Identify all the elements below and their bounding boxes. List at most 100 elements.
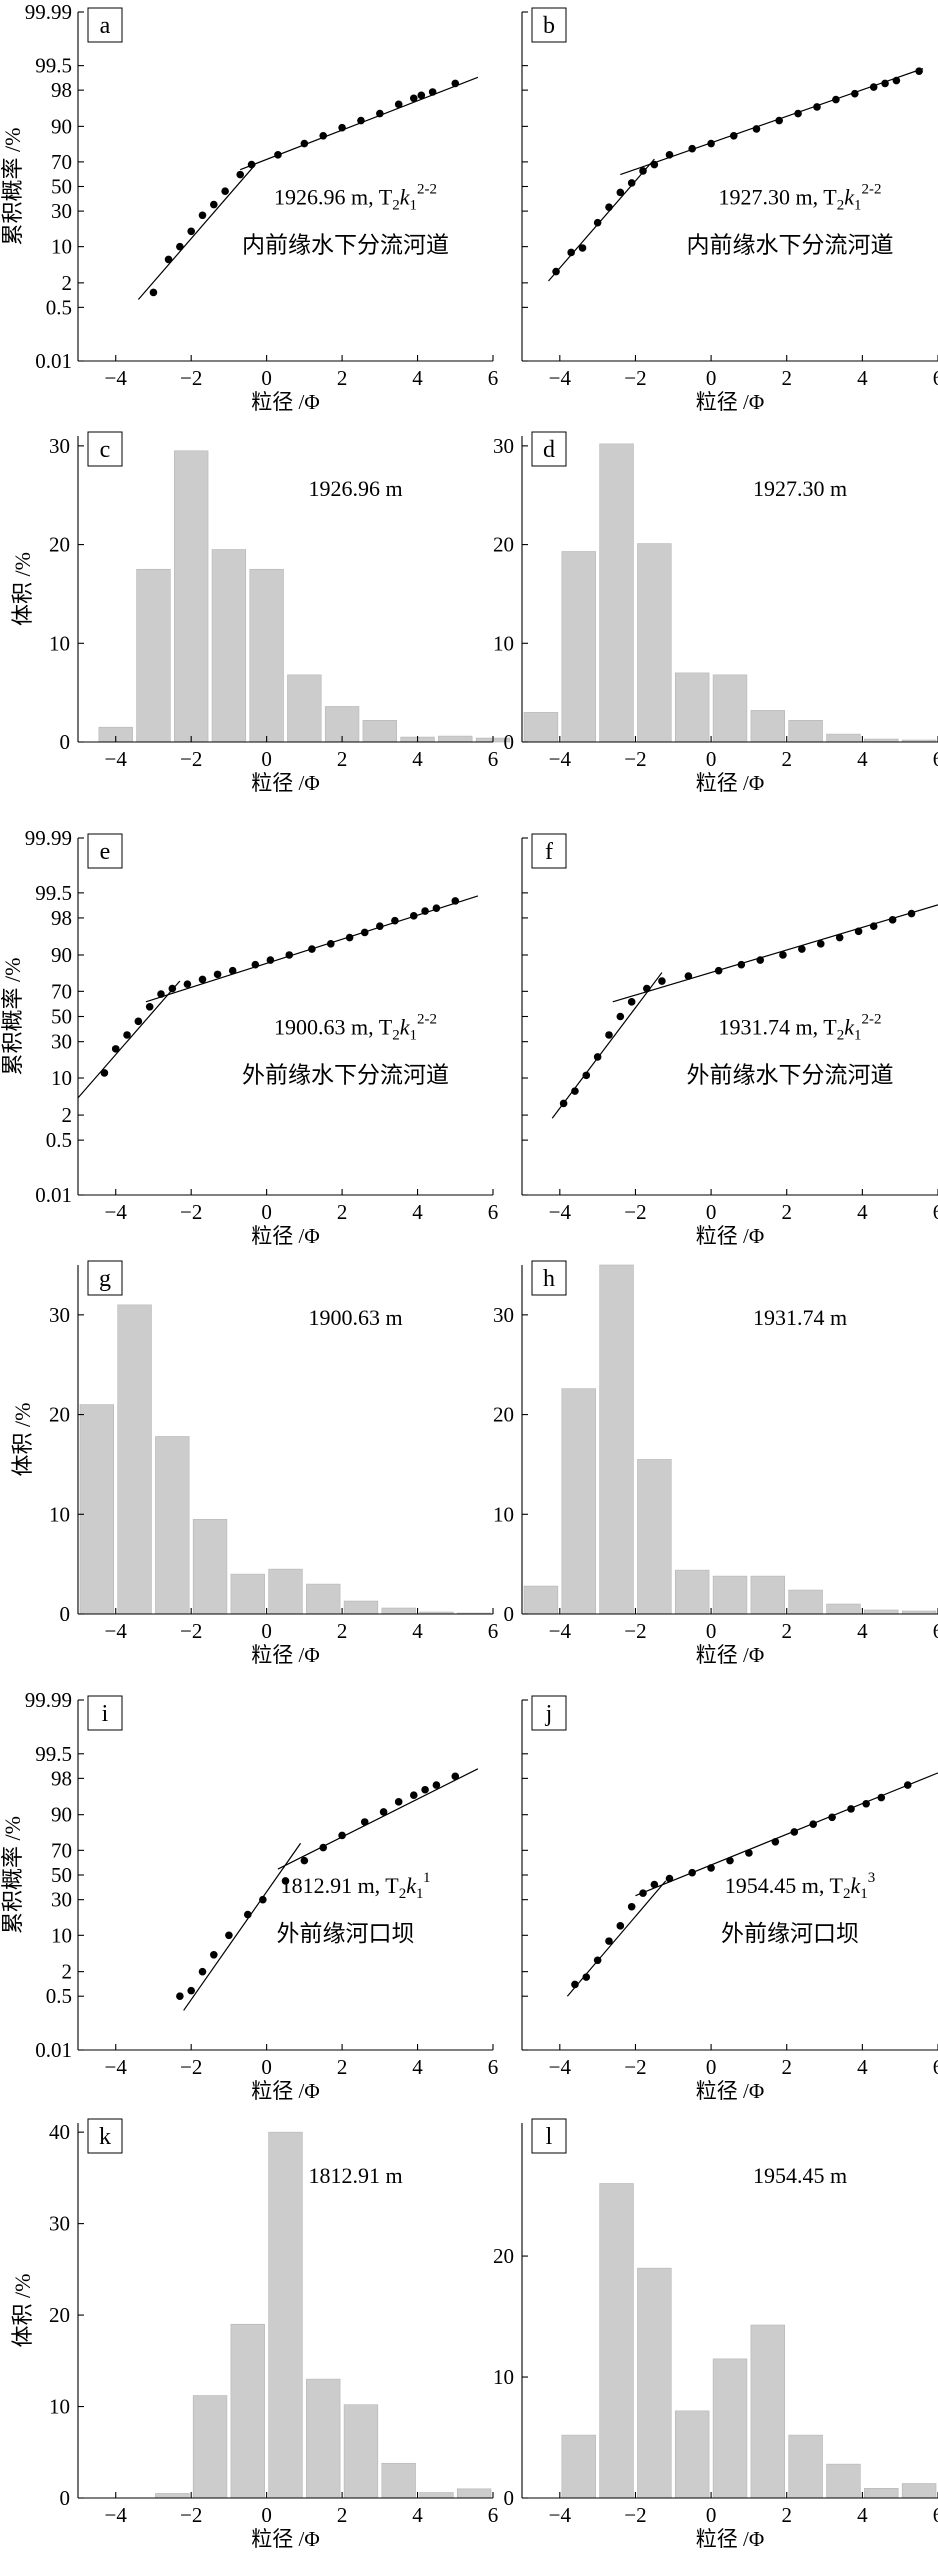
data-point bbox=[376, 922, 384, 931]
data-point bbox=[854, 927, 863, 936]
data-point bbox=[187, 1986, 195, 1995]
histogram-bar bbox=[136, 568, 171, 743]
x-tick-label: 0 bbox=[261, 747, 272, 771]
x-axis-title: 粒径 /Φ bbox=[696, 1643, 764, 1667]
sample-depth-label: 1931.74 m bbox=[753, 1305, 847, 1330]
data-point bbox=[236, 170, 245, 179]
histogram-bar bbox=[637, 1459, 672, 1615]
data-point bbox=[578, 244, 587, 252]
data-point bbox=[582, 1071, 591, 1080]
panel-label-box bbox=[531, 2118, 567, 2154]
panel-label-box bbox=[531, 833, 567, 869]
y-tick-label: 98 bbox=[51, 1766, 72, 1790]
data-point bbox=[745, 1849, 753, 1857]
data-point bbox=[198, 211, 207, 220]
data-point bbox=[308, 945, 316, 953]
fit-line bbox=[277, 1768, 479, 1870]
data-point bbox=[650, 1880, 659, 1889]
facies-label: 外前缘河口坝 bbox=[277, 1921, 415, 1946]
histogram-bar bbox=[599, 1264, 634, 1615]
histogram-bar bbox=[864, 1609, 899, 1615]
data-point bbox=[432, 904, 441, 912]
panel-label-box bbox=[87, 1695, 123, 1731]
facies-label: 内前缘水下分流河道 bbox=[687, 233, 894, 258]
data-point bbox=[714, 966, 723, 975]
panel-label: e bbox=[100, 839, 111, 865]
histogram-bar bbox=[674, 1569, 710, 1615]
histogram-bar bbox=[155, 2493, 190, 2499]
sample-depth-label: 1954.45 m bbox=[753, 2163, 847, 2188]
data-point bbox=[616, 1012, 625, 1021]
y-tick-label: 30 bbox=[49, 434, 70, 458]
data-point bbox=[771, 1837, 780, 1846]
x-tick-label: 6 bbox=[488, 2503, 499, 2527]
x-tick-label: −2 bbox=[180, 2503, 202, 2527]
x-tick-label: 2 bbox=[337, 1619, 348, 1643]
panel-j: −4 −2 0 2 4 6 粒径 /Φ j 1954.45 m, T2k13 外前缘河口坝 bbox=[521, 1695, 938, 2103]
data-point bbox=[111, 1045, 120, 1053]
x-tick-label: 0 bbox=[706, 1200, 717, 1224]
y-tick-label: 99.99 bbox=[25, 0, 72, 24]
y-tick-label: 50 bbox=[51, 175, 72, 199]
y-tick-label: 20 bbox=[493, 1403, 514, 1427]
histogram-bar bbox=[599, 443, 634, 743]
histogram-bar bbox=[826, 2463, 861, 2499]
histogram-bar bbox=[561, 2434, 596, 2499]
x-tick-label: 4 bbox=[857, 2055, 868, 2079]
data-point bbox=[752, 125, 761, 133]
panel-label-box bbox=[87, 833, 123, 869]
y-tick-label: 99.99 bbox=[25, 1688, 72, 1712]
histogram-bar bbox=[599, 2183, 634, 2499]
data-point bbox=[688, 1868, 696, 1877]
data-point bbox=[571, 1087, 579, 1095]
y-axis-title: 体积 /% bbox=[10, 552, 35, 626]
y-tick-label: 0 bbox=[60, 1602, 71, 1626]
panel-i: −4 −2 0 2 4 6粒径 /Φ0.010.5210305070909899.599.… bbox=[0, 1688, 498, 2103]
x-tick-label: −4 bbox=[105, 1619, 128, 1643]
data-point bbox=[658, 977, 666, 985]
histogram-bar bbox=[381, 2462, 416, 2499]
data-point bbox=[326, 940, 335, 948]
x-axis-title: 粒径 /Φ bbox=[696, 1224, 764, 1248]
y-tick-label: 0 bbox=[504, 2486, 515, 2510]
y-tick-label: 98 bbox=[51, 906, 72, 930]
x-tick-label: −4 bbox=[549, 1619, 572, 1643]
data-point bbox=[907, 909, 916, 918]
facies-label: 外前缘河口坝 bbox=[721, 1921, 859, 1946]
x-tick-label: −2 bbox=[624, 1619, 646, 1643]
x-axis-title: 粒径 /Φ bbox=[696, 390, 764, 414]
histogram-bar bbox=[456, 2488, 492, 2499]
histogram-bar bbox=[750, 1575, 786, 1615]
x-tick-label: 6 bbox=[933, 366, 938, 390]
facies-label: 外前缘水下分流河道 bbox=[687, 1063, 894, 1088]
panel-label-box bbox=[87, 1260, 123, 1296]
facies-label: 内前缘水下分流河道 bbox=[242, 233, 449, 258]
x-tick-label: 2 bbox=[781, 2055, 792, 2079]
data-point bbox=[605, 1937, 613, 1945]
histogram-bar bbox=[249, 568, 284, 743]
fit-line bbox=[183, 1842, 302, 2011]
y-tick-label: 90 bbox=[51, 114, 72, 138]
data-point bbox=[145, 1003, 154, 1011]
histogram-bar bbox=[712, 1575, 748, 1615]
data-point bbox=[198, 1967, 207, 1976]
y-tick-label: 0.5 bbox=[46, 1128, 72, 1152]
fit-line bbox=[635, 1772, 938, 1897]
x-tick-label: −2 bbox=[624, 366, 646, 390]
sample-depth-label: 1812.91 m bbox=[308, 2163, 402, 2188]
y-tick-label: 2 bbox=[62, 1960, 73, 1984]
data-point bbox=[421, 1785, 429, 1794]
panel-label: k bbox=[99, 2124, 111, 2150]
data-point bbox=[176, 1992, 184, 2001]
histogram-bar bbox=[79, 1404, 115, 1615]
x-tick-label: 4 bbox=[857, 366, 868, 390]
histogram-bar bbox=[438, 735, 473, 743]
data-point bbox=[164, 255, 173, 264]
data-point bbox=[582, 1973, 591, 1981]
data-point bbox=[225, 1931, 233, 1940]
y-tick-label: 99.99 bbox=[25, 826, 72, 850]
data-point bbox=[338, 1831, 346, 1840]
data-point bbox=[790, 1828, 799, 1836]
data-point bbox=[221, 187, 229, 196]
x-tick-label: 0 bbox=[706, 2503, 717, 2527]
